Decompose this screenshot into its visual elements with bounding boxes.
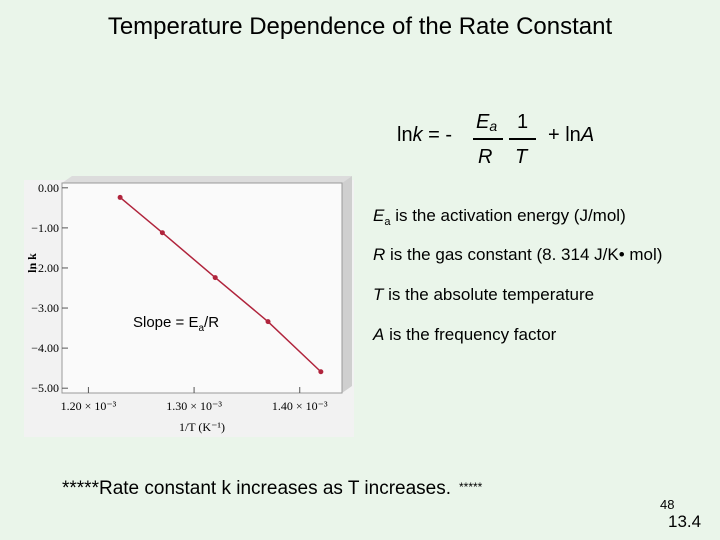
y-tick-label: 0.00	[38, 181, 59, 195]
definitions: Ea is the activation energy (J/mol) R is…	[372, 206, 662, 344]
chart: 0.00 −1.00 −2.00 −3.00 −4.00 −5.001.20 × 10⁻³…	[24, 176, 354, 437]
data-point	[212, 275, 218, 281]
data-point	[318, 369, 324, 375]
annotation-part: /R	[204, 314, 219, 331]
definition: T is the absolute temperature	[373, 285, 594, 304]
data-point	[159, 230, 165, 236]
x-tick-label: 1.40 × 10⁻³	[272, 399, 328, 413]
x-tick-label: 1.20 × 10⁻³	[61, 399, 117, 413]
annotation-part: Slope = E	[133, 314, 198, 331]
equation-denominator: T	[515, 146, 529, 168]
section-number: 13.4	[668, 512, 701, 531]
definition: Ea is the activation energy (J/mol)	[373, 206, 626, 228]
equation-right: + lnA	[548, 124, 594, 146]
page-number: 48	[660, 497, 674, 512]
equation: lnk = - Ea R 1 T + lnA	[397, 111, 594, 168]
annotation-part: a	[198, 323, 204, 334]
y-tick-label: −4.00	[31, 341, 59, 355]
equation-left: lnk = -	[397, 124, 452, 146]
equation-denominator: R	[478, 146, 492, 168]
definition: A is the frequency factor	[372, 325, 557, 344]
frame-side	[342, 176, 352, 393]
y-axis-label: ln k	[25, 253, 39, 273]
y-tick-label: −5.00	[31, 381, 59, 395]
plot-area	[61, 182, 343, 394]
slide-title: Temperature Dependence of the Rate Const…	[108, 13, 613, 40]
y-tick-label: −3.00	[31, 301, 59, 315]
equation-numerator: Ea	[476, 111, 497, 134]
y-tick-label: −2.00	[31, 261, 59, 275]
data-point	[265, 319, 271, 325]
slope-annotation: Slope = Ea/R	[133, 314, 219, 334]
x-axis-label: 1/T (K⁻¹)	[179, 420, 225, 434]
data-point	[117, 194, 123, 200]
definition: R is the gas constant (8. 314 J/K• mol)	[373, 245, 662, 264]
x-tick-label: 1.30 × 10⁻³	[166, 399, 222, 413]
equation-numerator: 1	[517, 111, 528, 133]
y-tick-label: −1.00	[31, 221, 59, 235]
frame-top	[62, 176, 352, 183]
footer: *****Rate constant k increases as T incr…	[62, 478, 483, 499]
